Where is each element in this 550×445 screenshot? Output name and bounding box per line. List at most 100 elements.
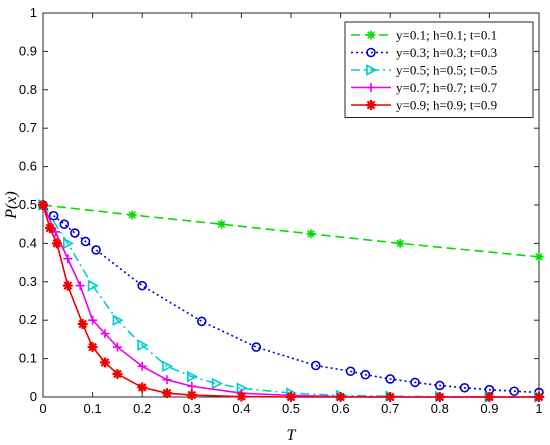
data-point <box>75 281 85 291</box>
data-point <box>434 380 445 391</box>
data-point <box>137 280 147 291</box>
x-tick-label: 0.3 <box>183 401 201 416</box>
y-tick-label: 0.7 <box>19 120 37 135</box>
y-axis-label: P(x) <box>3 191 20 220</box>
data-point <box>91 245 101 255</box>
data-point <box>251 342 262 352</box>
x-tick-label: 0.9 <box>480 401 498 416</box>
data-point <box>434 392 445 402</box>
y-tick-label: 0.3 <box>19 274 37 289</box>
axis-ticks: 0 0.1 0.2 0.3 0.4 0.5 0.6 0.7 0.8 0.9 1 0 0.1 0.2 0.3 0… <box>19 5 543 416</box>
data-point <box>162 375 172 385</box>
data-point <box>395 238 405 248</box>
data-point <box>77 319 88 330</box>
x-tick-label: 0.1 <box>84 401 102 416</box>
data-point <box>63 254 73 264</box>
y-tick-label: 1 <box>30 5 37 20</box>
data-point <box>162 360 174 373</box>
data-point <box>534 392 544 402</box>
data-point <box>410 377 420 388</box>
data-point <box>38 200 48 210</box>
data-point <box>187 370 199 383</box>
data-point <box>100 357 110 368</box>
y-tick-label: 0.8 <box>19 82 37 97</box>
legend-entry: y=0.9; h=0.9; t=0.9 <box>351 98 497 113</box>
y-tick-label: 0.6 <box>19 159 37 174</box>
data-point <box>211 377 223 390</box>
data-point <box>484 392 495 402</box>
x-tick-label: 0.4 <box>232 401 250 416</box>
y-tick-label: 0 <box>30 389 37 404</box>
series-line <box>42 204 540 258</box>
legend-entry: y=0.1; h=0.1; t=0.1 <box>351 28 497 43</box>
y-tick-label: 0.1 <box>19 351 37 366</box>
data-point <box>360 369 371 380</box>
data-point <box>48 210 59 221</box>
data-point <box>112 368 123 379</box>
data-point <box>534 252 544 262</box>
legend-label: y=0.9; h=0.9; t=0.9 <box>396 98 497 113</box>
y-tick-label: 0.4 <box>19 235 37 250</box>
y-tick-label: 0.5 <box>19 197 37 212</box>
data-point <box>196 316 207 327</box>
data-point <box>137 382 148 393</box>
data-point <box>310 360 321 371</box>
x-tick-label: 0.7 <box>381 401 399 416</box>
data-point <box>62 237 75 250</box>
data-point <box>286 392 296 402</box>
data-point <box>100 329 110 339</box>
data-point <box>62 280 73 291</box>
series-5 <box>38 200 544 402</box>
data-point <box>366 30 376 40</box>
series-layer <box>38 199 546 403</box>
legend-label: y=0.5; h=0.5; t=0.5 <box>396 63 497 78</box>
data-point <box>137 361 147 371</box>
legend-entry: y=0.3; h=0.3; t=0.3 <box>351 45 497 60</box>
data-point <box>366 100 376 110</box>
data-point <box>44 223 55 234</box>
legend: y=0.1; h=0.1; t=0.1 y=0.3; h=0.3; t=0.3 y=… <box>344 21 534 118</box>
x-tick-label: 0.5 <box>282 401 300 416</box>
data-point <box>51 238 62 249</box>
data-point <box>366 83 376 92</box>
x-tick-label: 0.6 <box>332 401 350 416</box>
legend-label: y=0.3; h=0.3; t=0.3 <box>396 45 497 60</box>
data-point <box>306 229 316 239</box>
data-point <box>385 374 396 384</box>
data-point <box>509 386 520 397</box>
data-point <box>459 382 470 393</box>
data-point <box>112 342 122 352</box>
series-line <box>42 204 539 398</box>
y-tick-label: 0.2 <box>19 312 37 327</box>
data-point <box>186 390 197 401</box>
data-point <box>80 236 91 247</box>
legend-entry: y=0.5; h=0.5; t=0.5 <box>351 63 497 78</box>
data-point <box>127 210 137 220</box>
legend-label: y=0.7; h=0.7; t=0.7 <box>396 80 498 95</box>
data-point <box>87 342 98 353</box>
data-point <box>162 388 172 399</box>
series-line <box>42 204 540 394</box>
data-point <box>87 279 99 292</box>
data-point <box>59 219 70 229</box>
data-point <box>112 314 124 327</box>
x-tick-label: 0 <box>39 401 46 416</box>
data-point <box>88 315 98 325</box>
data-point <box>335 392 346 402</box>
x-tick-label: 1 <box>535 401 542 416</box>
y-tick-label: 0.9 <box>19 43 37 58</box>
x-axis-label: T <box>287 427 297 444</box>
series-line <box>42 204 539 398</box>
data-point <box>366 64 378 76</box>
data-point <box>217 219 227 229</box>
legend-entry: y=0.7; h=0.7; t=0.7 <box>351 80 498 95</box>
x-tick-label: 0.8 <box>431 401 449 416</box>
data-point <box>70 228 80 238</box>
data-point <box>345 366 356 377</box>
legend-label: y=0.1; h=0.1; t=0.1 <box>396 28 497 43</box>
data-point <box>187 381 197 391</box>
data-point <box>385 392 396 402</box>
data-point <box>137 339 149 351</box>
x-tick-label: 0.2 <box>133 401 151 416</box>
